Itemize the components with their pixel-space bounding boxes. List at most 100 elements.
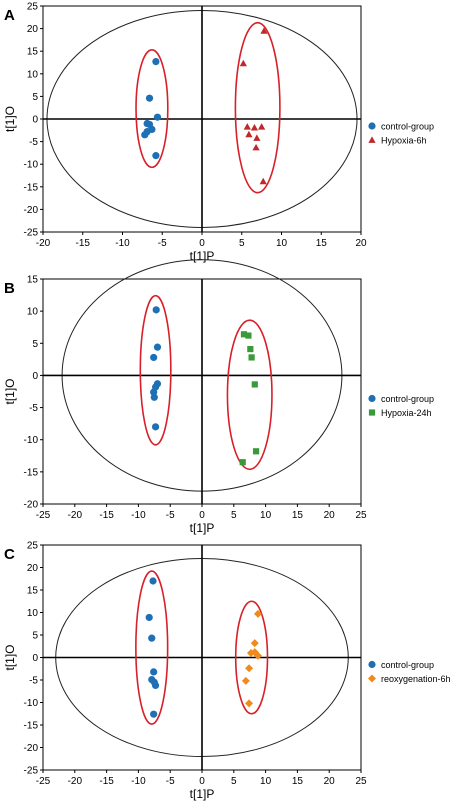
y-tick-label: -10: [24, 435, 39, 446]
y-tick-label: -5: [29, 676, 38, 687]
x-tick-label: 5: [239, 238, 245, 249]
x-tick-label: 5: [231, 510, 237, 521]
y-tick-label: 5: [32, 339, 38, 350]
x-tick-label: 25: [355, 776, 367, 787]
y-tick-label: -5: [29, 137, 38, 148]
data-point: [250, 639, 259, 648]
y-tick-label: 10: [27, 69, 39, 80]
y-tick-label: -15: [24, 182, 39, 193]
data-point: [239, 459, 246, 466]
data-point: [152, 57, 160, 66]
data-point: [252, 143, 260, 151]
legend-label: control-group: [381, 122, 434, 132]
data-point: [248, 354, 255, 361]
y-tick-label: 0: [32, 115, 38, 126]
y-tick-label: 15: [27, 586, 39, 597]
x-tick-label: -15: [99, 510, 114, 521]
panel-c: C -25 -20 -15 -10 -5 0 5 10 15 20 25 -25 -20 -15 -10 -5 0…: [3, 541, 451, 802]
x-tick-label: -25: [36, 776, 51, 787]
data-point: [245, 699, 254, 708]
data-point: [251, 381, 258, 388]
data-point: [253, 134, 261, 141]
data-point: [152, 306, 160, 314]
y-tick-label: 10: [27, 608, 39, 619]
data-point: [151, 423, 160, 431]
x-tick-label: -20: [68, 510, 83, 521]
y-tick-label: 5: [32, 631, 38, 642]
data-point: [239, 59, 247, 67]
panel-label: B: [4, 280, 15, 297]
y-tick-label: 0: [32, 371, 38, 382]
x-tick-label: -15: [76, 238, 91, 249]
x-tick-label: 0: [199, 510, 205, 521]
x-tick-label: -10: [131, 776, 146, 787]
x-tick-label: -10: [115, 238, 130, 249]
y-tick-label: -20: [24, 205, 39, 216]
y-tick-label: -10: [24, 160, 39, 171]
y-tick-label: 20: [27, 24, 39, 35]
data-point: [152, 152, 160, 160]
y-axis-label: t[1]O: [3, 378, 17, 404]
y-tick-label: -20: [24, 500, 39, 511]
data-point: [243, 123, 251, 130]
group-ellipse: [135, 49, 169, 169]
legend-marker: [368, 136, 376, 143]
y-tick-label: 25: [27, 2, 39, 13]
y-tick-label: 0: [32, 653, 38, 664]
x-axis-label: t[1]P: [190, 521, 215, 535]
x-tick-label: 20: [324, 510, 336, 521]
data-point: [253, 609, 262, 618]
legend-label: control-group: [381, 394, 434, 404]
x-tick-label: 15: [292, 776, 304, 787]
panel-label: C: [4, 546, 15, 563]
data-point: [241, 676, 250, 685]
data-point: [250, 123, 259, 131]
legend-marker: [368, 394, 376, 403]
y-tick-label: 15: [27, 47, 39, 58]
legend-label: reoxygenation-6h: [381, 674, 451, 684]
x-axis-label: t[1]P: [190, 249, 215, 263]
x-tick-label: 10: [260, 510, 272, 521]
x-tick-label: -20: [36, 238, 51, 249]
data-point: [150, 668, 158, 676]
data-point: [150, 710, 158, 718]
data-point: [253, 651, 262, 660]
data-point: [153, 343, 162, 351]
y-tick-label: -15: [24, 467, 39, 478]
y-tick-label: -10: [24, 698, 39, 709]
y-tick-label: 10: [27, 307, 39, 318]
legend-marker: [368, 674, 376, 683]
x-tick-label: 25: [355, 510, 367, 521]
panel-label: A: [4, 7, 15, 24]
y-tick-label: -20: [24, 743, 39, 754]
x-tick-label: 0: [199, 238, 205, 249]
x-tick-label: -15: [99, 776, 114, 787]
x-tick-label: -10: [131, 510, 146, 521]
data-point: [245, 332, 252, 339]
group-ellipse: [135, 570, 169, 725]
y-tick-label: 5: [32, 92, 38, 103]
data-point: [245, 664, 254, 673]
panel-b: B-25 -20 -15 -10 -5 0 5 10 15 20 25-20-15-10-50510…: [3, 259, 434, 535]
x-axis-label: t[1]P: [190, 787, 215, 801]
x-tick-label: -20: [68, 776, 83, 787]
data-point: [150, 353, 158, 362]
x-tick-label: -5: [158, 238, 167, 249]
legend-marker: [368, 660, 376, 669]
y-axis-label: t[1]O: [3, 644, 17, 670]
x-tick-label: 15: [292, 510, 304, 521]
data-point: [145, 613, 153, 622]
legend-label: Hypoxia-6h: [381, 136, 427, 146]
data-point: [148, 634, 156, 642]
x-tick-label: 10: [260, 776, 272, 787]
data-point: [259, 177, 267, 185]
y-tick-label: -5: [29, 403, 38, 414]
data-point: [149, 577, 157, 585]
group-ellipse: [234, 600, 269, 715]
x-tick-label: -5: [166, 510, 175, 521]
group-ellipse: [226, 319, 273, 471]
panel-a: A-20 -15 -10 -5 0 5 10 15 20-25-20-15-10-5051015…: [3, 2, 434, 264]
x-tick-label: -25: [36, 510, 51, 521]
data-point: [151, 681, 160, 690]
data-point: [141, 131, 149, 139]
